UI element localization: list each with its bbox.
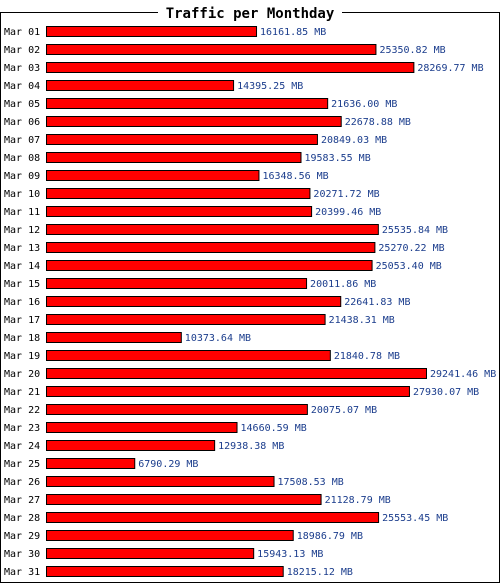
tick-label: Mar 28 [4,513,40,524]
data-label: 25350.82 MB [379,45,445,56]
tick-label: Mar 15 [4,279,40,290]
bar [46,512,380,523]
tick-label: Mar 29 [4,531,40,542]
tick-label: Mar 06 [4,117,40,128]
tick-label: Mar 12 [4,225,40,236]
tick-label: Mar 30 [4,549,40,560]
bar [46,296,342,307]
bar [46,566,284,577]
tick-label: Mar 01 [4,27,40,38]
data-label: 20075.07 MB [311,405,377,416]
bar [46,350,331,361]
chart-title-backdrop [158,4,342,22]
bar [46,332,182,343]
bar [46,242,376,253]
data-label: 29241.46 MB [430,369,496,380]
bar [46,440,216,451]
tick-label: Mar 18 [4,333,40,344]
bar [46,530,294,541]
bar [46,404,308,415]
tick-label: Mar 24 [4,441,40,452]
tick-label: Mar 26 [4,477,40,488]
tick-label: Mar 23 [4,423,40,434]
bar [46,224,379,235]
data-label: 15943.13 MB [257,549,323,560]
tick-label: Mar 20 [4,369,40,380]
data-label: 18986.79 MB [297,531,363,542]
bar [46,368,427,379]
bar [46,278,308,289]
bar [46,188,311,199]
tick-label: Mar 31 [4,567,40,578]
tick-label: Mar 16 [4,297,40,308]
tick-label: Mar 27 [4,495,40,506]
data-label: 22678.88 MB [345,117,411,128]
bar [46,476,275,487]
tick-label: Mar 13 [4,243,40,254]
data-label: 21438.31 MB [329,315,395,326]
data-label: 25270.22 MB [378,243,444,254]
bar [46,422,238,433]
data-label: 28269.77 MB [417,63,483,74]
tick-label: Mar 21 [4,387,40,398]
tick-label: Mar 04 [4,81,40,92]
data-label: 12938.38 MB [218,441,284,452]
data-label: 6790.29 MB [138,459,198,470]
bar [46,152,302,163]
data-label: 25553.45 MB [382,513,448,524]
tick-label: Mar 09 [4,171,40,182]
data-label: 20271.72 MB [313,189,379,200]
tick-label: Mar 19 [4,351,40,362]
data-label: 21128.79 MB [325,495,391,506]
data-label: 20399.46 MB [315,207,381,218]
tick-label: Mar 07 [4,135,40,146]
bar [46,80,235,91]
bar [46,26,258,37]
bar [46,458,136,469]
bar [46,116,342,127]
data-label: 27930.07 MB [413,387,479,398]
bar [46,314,326,325]
chart-rows: Mar 01 16161.85 MB Mar 02 25350.82 MB Mar 03… [4,26,496,578]
tick-label: Mar 14 [4,261,40,272]
data-label: 14660.59 MB [241,423,307,434]
tick-label: Mar 10 [4,189,40,200]
tick-label: Mar 25 [4,459,40,470]
bar [46,134,318,145]
data-label: 25535.84 MB [382,225,448,236]
bar [46,206,313,217]
data-label: 22641.83 MB [344,297,410,308]
data-label: 18215.12 MB [287,567,353,578]
tick-label: Mar 17 [4,315,40,326]
bar [46,260,373,271]
tick-label: Mar 03 [4,63,40,74]
chart-title: Traffic per Monthday [166,6,335,22]
data-label: 16348.56 MB [262,171,328,182]
bar [46,98,329,109]
tick-label: Mar 08 [4,153,40,164]
data-label: 21840.78 MB [334,351,400,362]
data-label: 20011.86 MB [310,279,376,290]
tick-label: Mar 02 [4,45,40,56]
bar [46,494,322,505]
data-label: 16161.85 MB [260,27,326,38]
data-label: 20849.03 MB [321,135,387,146]
bar [46,62,415,73]
data-label: 17508.53 MB [278,477,344,488]
data-label: 25053.40 MB [376,261,442,272]
tick-label: Mar 22 [4,405,40,416]
bar [46,386,410,397]
tick-label: Mar 05 [4,99,40,110]
tick-label: Mar 11 [4,207,40,218]
data-label: 19583.55 MB [304,153,370,164]
data-label: 10373.64 MB [185,333,251,344]
data-label: 14395.25 MB [237,81,303,92]
data-label: 21636.00 MB [331,99,397,110]
bar [46,548,255,559]
bar [46,44,377,55]
bar [46,170,260,181]
